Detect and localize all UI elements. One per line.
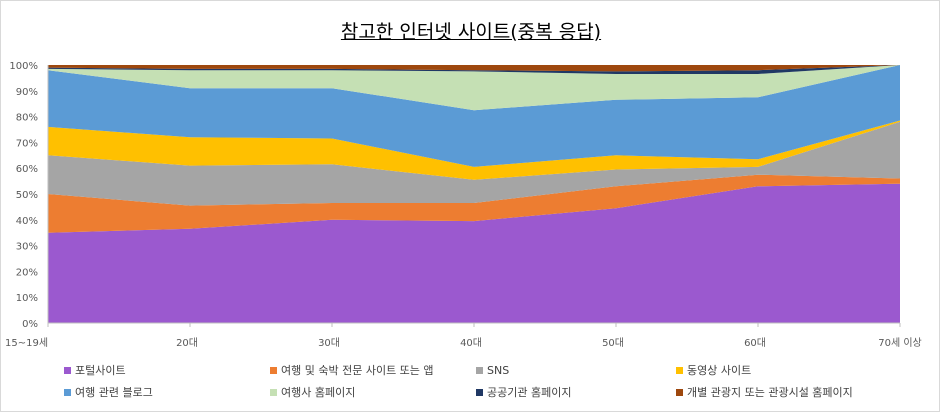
legend-swatch xyxy=(270,367,277,374)
y-tick-label: 100% xyxy=(9,61,38,72)
area-series-6 xyxy=(48,65,900,74)
legend-label: 여행사 홈페이지 xyxy=(281,385,355,399)
y-tick-label: 20% xyxy=(16,267,38,278)
legend-label: 동영상 사이트 xyxy=(687,364,751,377)
area-series-4 xyxy=(48,65,900,167)
area-series-0 xyxy=(48,183,900,323)
y-tick-label: 80% xyxy=(16,113,38,124)
area-series-3 xyxy=(48,120,900,180)
area-series-7 xyxy=(48,65,900,72)
x-tick-label: 15~19세 xyxy=(5,337,48,349)
x-tick-label: 30대 xyxy=(318,337,340,349)
legend-label: 공공기관 홈페이지 xyxy=(487,385,571,399)
y-tick-label: 10% xyxy=(16,293,38,304)
legend-swatch xyxy=(270,389,277,396)
y-tick-label: 30% xyxy=(16,242,38,253)
y-tick-label: 90% xyxy=(16,87,38,98)
legend-label: 여행 관련 블로그 xyxy=(75,386,153,399)
legend-swatch xyxy=(64,367,71,374)
legend-swatch xyxy=(64,389,71,396)
legend-label: 여행 및 숙박 전문 사이트 또는 앱 xyxy=(281,364,434,377)
area-series-5 xyxy=(48,65,900,111)
x-tick-label: 60대 xyxy=(744,337,766,349)
legend-swatch xyxy=(476,367,483,374)
legend-label: SNS xyxy=(487,364,509,377)
x-tick-label: 20대 xyxy=(176,337,198,349)
x-tick-label: 70세 이상 xyxy=(878,337,922,349)
chart-title: 참고한 인터넷 사이트(중복 응답) xyxy=(340,21,602,43)
legend-label: 개별 관광지 또는 관광시설 홈페이지 xyxy=(687,385,853,399)
legend-swatch xyxy=(476,389,483,396)
legend-swatch xyxy=(676,367,683,374)
area-series-1 xyxy=(48,174,900,233)
x-tick-label: 50대 xyxy=(602,337,624,349)
x-tick-label: 40대 xyxy=(460,337,482,349)
area-series-2 xyxy=(48,121,900,206)
y-tick-label: 0% xyxy=(22,319,38,330)
y-tick-label: 70% xyxy=(16,138,38,149)
y-tick-label: 60% xyxy=(16,164,38,175)
legend-label: 포털사이트 xyxy=(75,364,126,377)
legend-swatch xyxy=(676,389,683,396)
y-tick-label: 40% xyxy=(16,216,38,227)
y-tick-label: 50% xyxy=(16,190,38,201)
